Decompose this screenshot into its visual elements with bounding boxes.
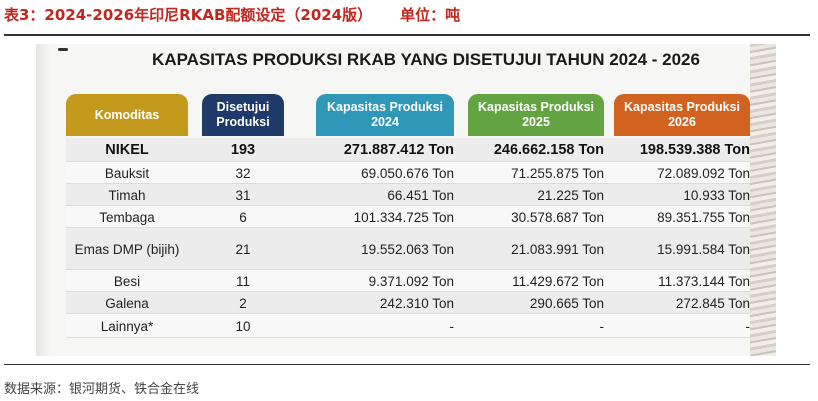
cell-komoditas: Galena xyxy=(105,295,149,311)
row-separator xyxy=(66,337,750,338)
table-row: Emas DMP (bijih) 21 19.552.063 Ton 21.083.9… xyxy=(66,228,750,270)
cell-komoditas: Tembaga xyxy=(99,209,155,225)
cell-komoditas: Timah xyxy=(108,187,146,203)
cell-kapasitas-2025: 30.578.687 Ton xyxy=(511,209,604,225)
cell-kapasitas-2024: 9.371.092 Ton xyxy=(368,273,454,289)
cell-kapasitas-2026: 198.539.388 Ton xyxy=(639,142,750,158)
table-image: KAPASITAS PRODUKSI RKAB YANG DISETUJUI T… xyxy=(36,44,776,356)
cell-disetujui: 10 xyxy=(235,318,251,334)
cell-kapasitas-2024: 19.552.063 Ton xyxy=(361,241,454,257)
row-separator xyxy=(66,183,750,184)
row-separator xyxy=(66,227,750,228)
header-kapasitas-2025: Kapasitas Produksi 2025 xyxy=(468,94,604,136)
cell-kapasitas-2024: 69.050.676 Ton xyxy=(361,165,454,181)
cell-disetujui: 32 xyxy=(235,165,251,181)
cell-kapasitas-2024: 271.887.412 Ton xyxy=(343,142,454,158)
row-separator xyxy=(66,205,750,206)
cell-komoditas: Emas DMP (bijih) xyxy=(74,241,180,257)
table-row: Tembaga 6 101.334.725 Ton 30.578.687 Ton 89.… xyxy=(66,206,750,228)
cell-disetujui: 2 xyxy=(239,295,247,311)
row-separator xyxy=(66,269,750,270)
logo-fragment xyxy=(58,48,68,51)
cell-disetujui: 31 xyxy=(235,187,251,203)
cell-komoditas: Lainnya* xyxy=(100,318,154,334)
table-title: KAPASITAS PRODUKSI RKAB YANG DISETUJUI T… xyxy=(152,50,700,69)
cell-disetujui: 193 xyxy=(230,142,256,158)
cell-kapasitas-2025: - xyxy=(599,318,605,334)
table-row: Timah 31 66.451 Ton 21.225 Ton 10.933 Ton xyxy=(66,184,750,206)
cell-kapasitas-2025: 11.429.672 Ton xyxy=(512,273,604,289)
cell-komoditas: NIKEL xyxy=(105,142,149,158)
cell-kapasitas-2025: 21.083.991 Ton xyxy=(511,241,604,257)
header-disetujui: Disetujui Produksi xyxy=(202,94,284,136)
cell-kapasitas-2025: 246.662.158 Ton xyxy=(493,142,604,158)
table-row: Galena 2 242.310 Ton 290.665 Ton 272.845 Ton xyxy=(66,292,750,314)
caption-title: 表3：2024-2026年印尼RKAB配额设定（2024版） xyxy=(4,6,373,24)
cell-disetujui: 11 xyxy=(235,273,250,289)
cell-kapasitas-2026: - xyxy=(745,318,751,334)
caption-unit: 单位：吨 xyxy=(400,6,461,24)
table-row: Bauksit 32 69.050.676 Ton 71.255.875 Ton 72.… xyxy=(66,162,750,184)
table-row: NIKEL 193 271.887.412 Ton 246.662.158 Ton 19… xyxy=(66,138,750,162)
image-right-decoration xyxy=(750,44,776,356)
cell-kapasitas-2026: 89.351.755 Ton xyxy=(657,209,750,225)
cell-kapasitas-2025: 71.255.875 Ton xyxy=(511,165,604,181)
image-left-edge xyxy=(36,44,50,356)
row-separator xyxy=(66,313,750,314)
header-kapasitas-2024: Kapasitas Produksi 2024 xyxy=(316,94,454,136)
cell-kapasitas-2026: 11.373.144 Ton xyxy=(658,273,750,289)
header-komoditas: Komoditas xyxy=(66,94,188,136)
cell-kapasitas-2026: 72.089.092 Ton xyxy=(657,165,750,181)
cell-kapasitas-2026: 272.845 Ton xyxy=(675,295,750,311)
table-row: Lainnya* 10 - - - xyxy=(66,314,750,338)
bottom-rule xyxy=(4,364,810,365)
cell-kapasitas-2024: - xyxy=(449,318,455,334)
cell-disetujui: 21 xyxy=(235,241,251,257)
cell-kapasitas-2025: 21.225 Ton xyxy=(537,187,604,203)
top-rule xyxy=(4,34,810,36)
cell-kapasitas-2024: 242.310 Ton xyxy=(379,295,454,311)
cell-kapasitas-2024: 101.334.725 Ton xyxy=(353,209,454,225)
data-source: 数据来源：银河期货、铁合金在线 xyxy=(4,382,200,397)
figure-caption: 表3：2024-2026年印尼RKAB配额设定（2024版） 单位：吨 xyxy=(4,4,460,25)
cell-kapasitas-2024: 66.451 Ton xyxy=(387,187,454,203)
row-separator xyxy=(66,161,750,162)
cell-disetujui: 6 xyxy=(239,209,247,225)
cell-komoditas: Bauksit xyxy=(104,165,150,181)
cell-komoditas: Besi xyxy=(113,273,141,289)
table-row: Besi 11 9.371.092 Ton 11.429.672 Ton 11.373.… xyxy=(66,270,750,292)
row-separator xyxy=(66,291,750,292)
cell-kapasitas-2026: 10.933 Ton xyxy=(683,187,750,203)
cell-kapasitas-2026: 15.991.584 Ton xyxy=(657,241,750,257)
header-kapasitas-2026: Kapasitas Produksi 2026 xyxy=(614,94,750,136)
cell-kapasitas-2025: 290.665 Ton xyxy=(529,295,604,311)
